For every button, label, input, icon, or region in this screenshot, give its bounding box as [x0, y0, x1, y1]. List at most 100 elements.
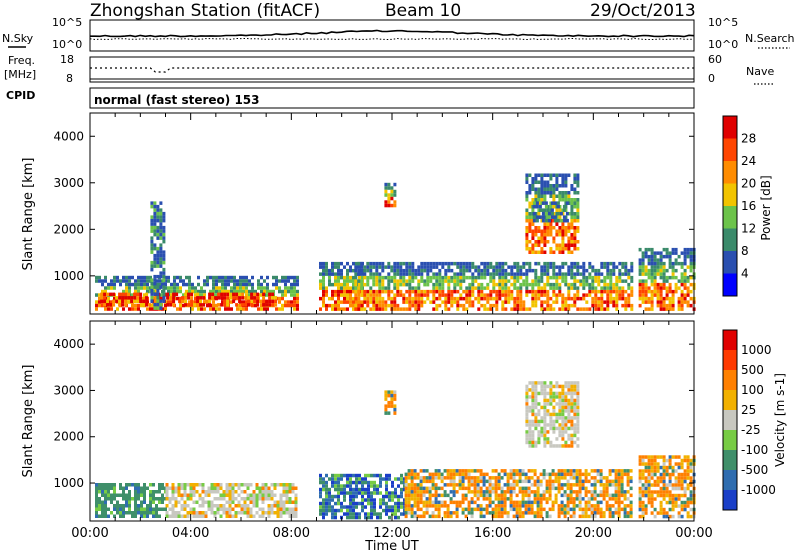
range-gate-cell [369, 293, 373, 297]
range-gate-cell [503, 493, 507, 498]
range-gate-cell [119, 486, 122, 490]
range-gate-cell [555, 187, 559, 191]
range-gate-cell [542, 497, 546, 501]
range-gate-cell [189, 490, 193, 494]
range-gate-cell [545, 490, 549, 494]
range-gate-cell [536, 479, 540, 484]
range-gate-cell [361, 491, 364, 495]
range-gate-cell [686, 293, 690, 297]
range-gate-cell [624, 279, 628, 283]
range-gate-cell [198, 493, 202, 497]
range-gate-cell [626, 469, 630, 473]
range-gate-cell [561, 300, 565, 304]
range-gate-cell [431, 504, 435, 508]
range-gate-cell [489, 303, 493, 308]
range-gate-cell [647, 462, 651, 466]
range-gate-cell [531, 303, 535, 308]
range-gate-cell [686, 455, 690, 459]
range-gate-cell [282, 511, 286, 515]
range-gate-cell [444, 279, 448, 283]
range-gate-cell [288, 514, 292, 518]
range-gate-cell [551, 504, 555, 508]
range-gate-cell [525, 177, 529, 181]
range-gate-cell [216, 486, 220, 490]
range-gate-cell [659, 472, 663, 477]
range-gate-cell [630, 268, 634, 273]
range-gate-cell [431, 500, 435, 505]
range-gate-cell [510, 296, 514, 301]
range-gate-cell [567, 402, 571, 406]
range-gate-cell [461, 483, 465, 487]
range-gate-cell [482, 493, 486, 498]
range-gate-cell [549, 296, 553, 301]
range-gate-cell [110, 300, 113, 304]
range-gate-cell [180, 493, 184, 497]
range-gate-cell [349, 487, 352, 492]
range-gate-cell [331, 307, 334, 311]
range-gate-cell [319, 477, 322, 481]
range-gate-cell [641, 282, 645, 287]
range-gate-cell [390, 289, 394, 294]
range-gate-cell [288, 500, 292, 504]
range-gate-cell [128, 282, 131, 287]
range-gate-cell [564, 307, 568, 311]
range-gate-cell [567, 444, 571, 448]
range-gate-cell [179, 275, 182, 280]
range-gate-cell [402, 293, 406, 297]
range-gate-cell [474, 265, 478, 269]
range-gate-cell [591, 275, 595, 280]
range-gate-cell [656, 265, 660, 269]
range-gate-cell [462, 279, 466, 283]
range-gate-cell [233, 289, 236, 294]
range-gate-cell [352, 498, 355, 502]
range-gate-cell [671, 300, 675, 304]
range-gate-cell [181, 299, 185, 304]
range-gate-cell [597, 272, 601, 276]
range-gate-cell [572, 514, 576, 519]
range-gate-cell [225, 493, 229, 497]
range-gate-cell [471, 279, 475, 283]
range-gate-cell [564, 391, 568, 396]
range-gate-cell [567, 419, 571, 424]
range-gate-cell [641, 504, 645, 508]
range-gate-cell [501, 293, 505, 297]
range-gate-cell [638, 279, 642, 283]
range-gate-cell [525, 412, 529, 417]
range-gate-cell [373, 512, 376, 516]
range-gate-cell [564, 409, 568, 413]
range-gate-cell [597, 300, 601, 304]
range-gate-cell [262, 296, 266, 300]
range-gate-cell [599, 479, 603, 484]
range-gate-cell [564, 275, 568, 280]
range-gate-cell [606, 293, 610, 297]
range-gate-cell [134, 282, 137, 287]
range-gate-cell [125, 504, 128, 508]
range-gate-cell [552, 430, 556, 434]
range-gate-cell [498, 272, 502, 276]
range-gate-cell [665, 307, 669, 311]
range-gate-cell [260, 286, 263, 290]
range-gate-cell [674, 289, 678, 294]
range-gate-cell [331, 289, 334, 294]
range-gate-cell [236, 286, 239, 290]
range-gate-cell [207, 500, 211, 504]
range-gate-cell [434, 504, 438, 508]
range-gate-cell [468, 289, 472, 294]
range-gate-cell [155, 511, 158, 515]
range-gate-cell [570, 444, 574, 448]
range-gate-cell [528, 426, 532, 431]
range-gate-cell [587, 490, 591, 494]
range-gate-cell [465, 261, 469, 266]
range-gate-cell [124, 296, 128, 300]
range-gate-cell [563, 514, 567, 519]
range-gate-cell [416, 483, 420, 487]
range-gate-cell [423, 279, 427, 283]
range-gate-cell [343, 265, 346, 269]
range-gate-cell [543, 191, 547, 195]
range-gate-cell [593, 469, 597, 473]
range-gate-cell [219, 514, 223, 518]
range-gate-cell [435, 286, 439, 290]
range-gate-cell [441, 261, 445, 266]
range-gate-cell [584, 469, 588, 473]
